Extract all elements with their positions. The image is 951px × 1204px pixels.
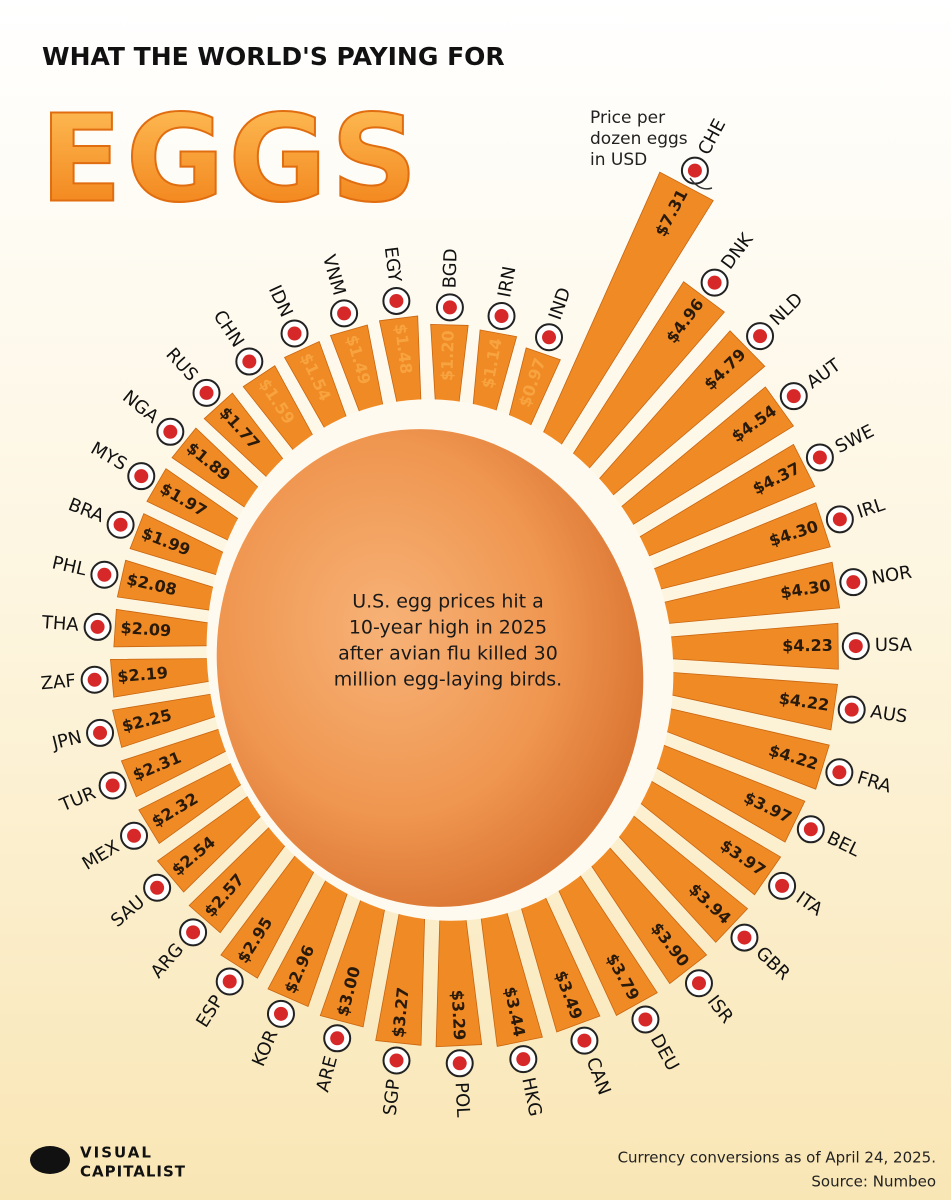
- flag-center: [287, 326, 302, 341]
- value-label: $2.19: [117, 663, 169, 686]
- brand-logo: VISUAL CAPITALIST: [30, 1144, 186, 1181]
- value-label: $3.29: [448, 989, 469, 1040]
- flag-center: [691, 976, 706, 991]
- flag-center: [848, 639, 863, 654]
- flag-center: [753, 329, 768, 344]
- flag-center: [127, 828, 142, 843]
- flag-center: [389, 1053, 404, 1068]
- flag-center: [93, 725, 108, 740]
- country-label: THA: [40, 612, 80, 636]
- center-note-line: U.S. egg prices hit a: [352, 591, 544, 613]
- flag-center: [105, 778, 120, 793]
- flag-center: [542, 330, 557, 345]
- flag-center: [134, 469, 149, 484]
- country-label: ZAF: [40, 670, 77, 694]
- flag-center: [786, 389, 801, 404]
- flag-center: [844, 702, 859, 717]
- country-label: AUS: [869, 701, 909, 727]
- flag-center: [846, 575, 861, 590]
- axis-note-line: Price per: [590, 108, 665, 128]
- flag-center: [222, 974, 237, 989]
- brand-line: VISUAL: [80, 1144, 153, 1162]
- flag-center: [494, 309, 509, 324]
- country-label: POL: [451, 1082, 474, 1118]
- footnote: Currency conversions as of April 24, 202…: [618, 1149, 936, 1167]
- country-label: BGD: [439, 248, 461, 288]
- axis-note-line: dozen eggs: [590, 129, 688, 149]
- axis-note-line: in USD: [590, 150, 647, 170]
- flag-center: [330, 1031, 345, 1046]
- note-arrow: [689, 177, 713, 190]
- chart-subtitle: EGGS: [40, 91, 421, 230]
- flag-center: [516, 1052, 531, 1067]
- flag-center: [442, 300, 457, 315]
- flag-center: [87, 672, 102, 687]
- flag-center: [242, 354, 257, 369]
- center-note-line: 10-year high in 2025: [349, 617, 547, 639]
- value-label: $1.20: [437, 330, 457, 381]
- flag-center: [389, 293, 404, 308]
- flag-center: [638, 1012, 653, 1027]
- flag-center: [577, 1033, 592, 1048]
- flag-center: [273, 1006, 288, 1021]
- country-label: SGP: [380, 1078, 405, 1116]
- value-label: $4.23: [782, 636, 833, 655]
- chart-title: WHAT THE WORLD'S PAYING FOR: [42, 42, 505, 71]
- flag-center: [832, 765, 847, 780]
- flag-center: [775, 878, 790, 893]
- flag-center: [737, 930, 752, 945]
- flag-center: [707, 275, 722, 290]
- center-note: U.S. egg prices hit a 10-year high in 202…: [334, 591, 562, 691]
- logo-icon: [30, 1146, 70, 1174]
- value-label: $2.09: [120, 618, 172, 640]
- flag-center: [199, 385, 214, 400]
- egg: [216, 429, 644, 907]
- flag-center: [163, 424, 178, 439]
- flag-center: [186, 925, 201, 940]
- flag-center: [113, 517, 128, 532]
- center-note-line: after avian flu killed 30: [338, 643, 558, 665]
- country-label: USA: [875, 635, 913, 656]
- flag-center: [687, 163, 702, 178]
- source: Source: Numbeo: [811, 1173, 936, 1191]
- flag-center: [812, 450, 827, 465]
- flag-center: [337, 306, 352, 321]
- flag-center: [452, 1056, 467, 1071]
- country-label: EGY: [380, 246, 405, 285]
- brand-line: CAPITALIST: [80, 1163, 186, 1181]
- flag-center: [832, 512, 847, 527]
- center-note-line: million egg-laying birds.: [334, 669, 562, 691]
- flag-center: [150, 880, 165, 895]
- flag-center: [803, 822, 818, 837]
- flag-center: [90, 619, 105, 634]
- flag-center: [97, 567, 112, 582]
